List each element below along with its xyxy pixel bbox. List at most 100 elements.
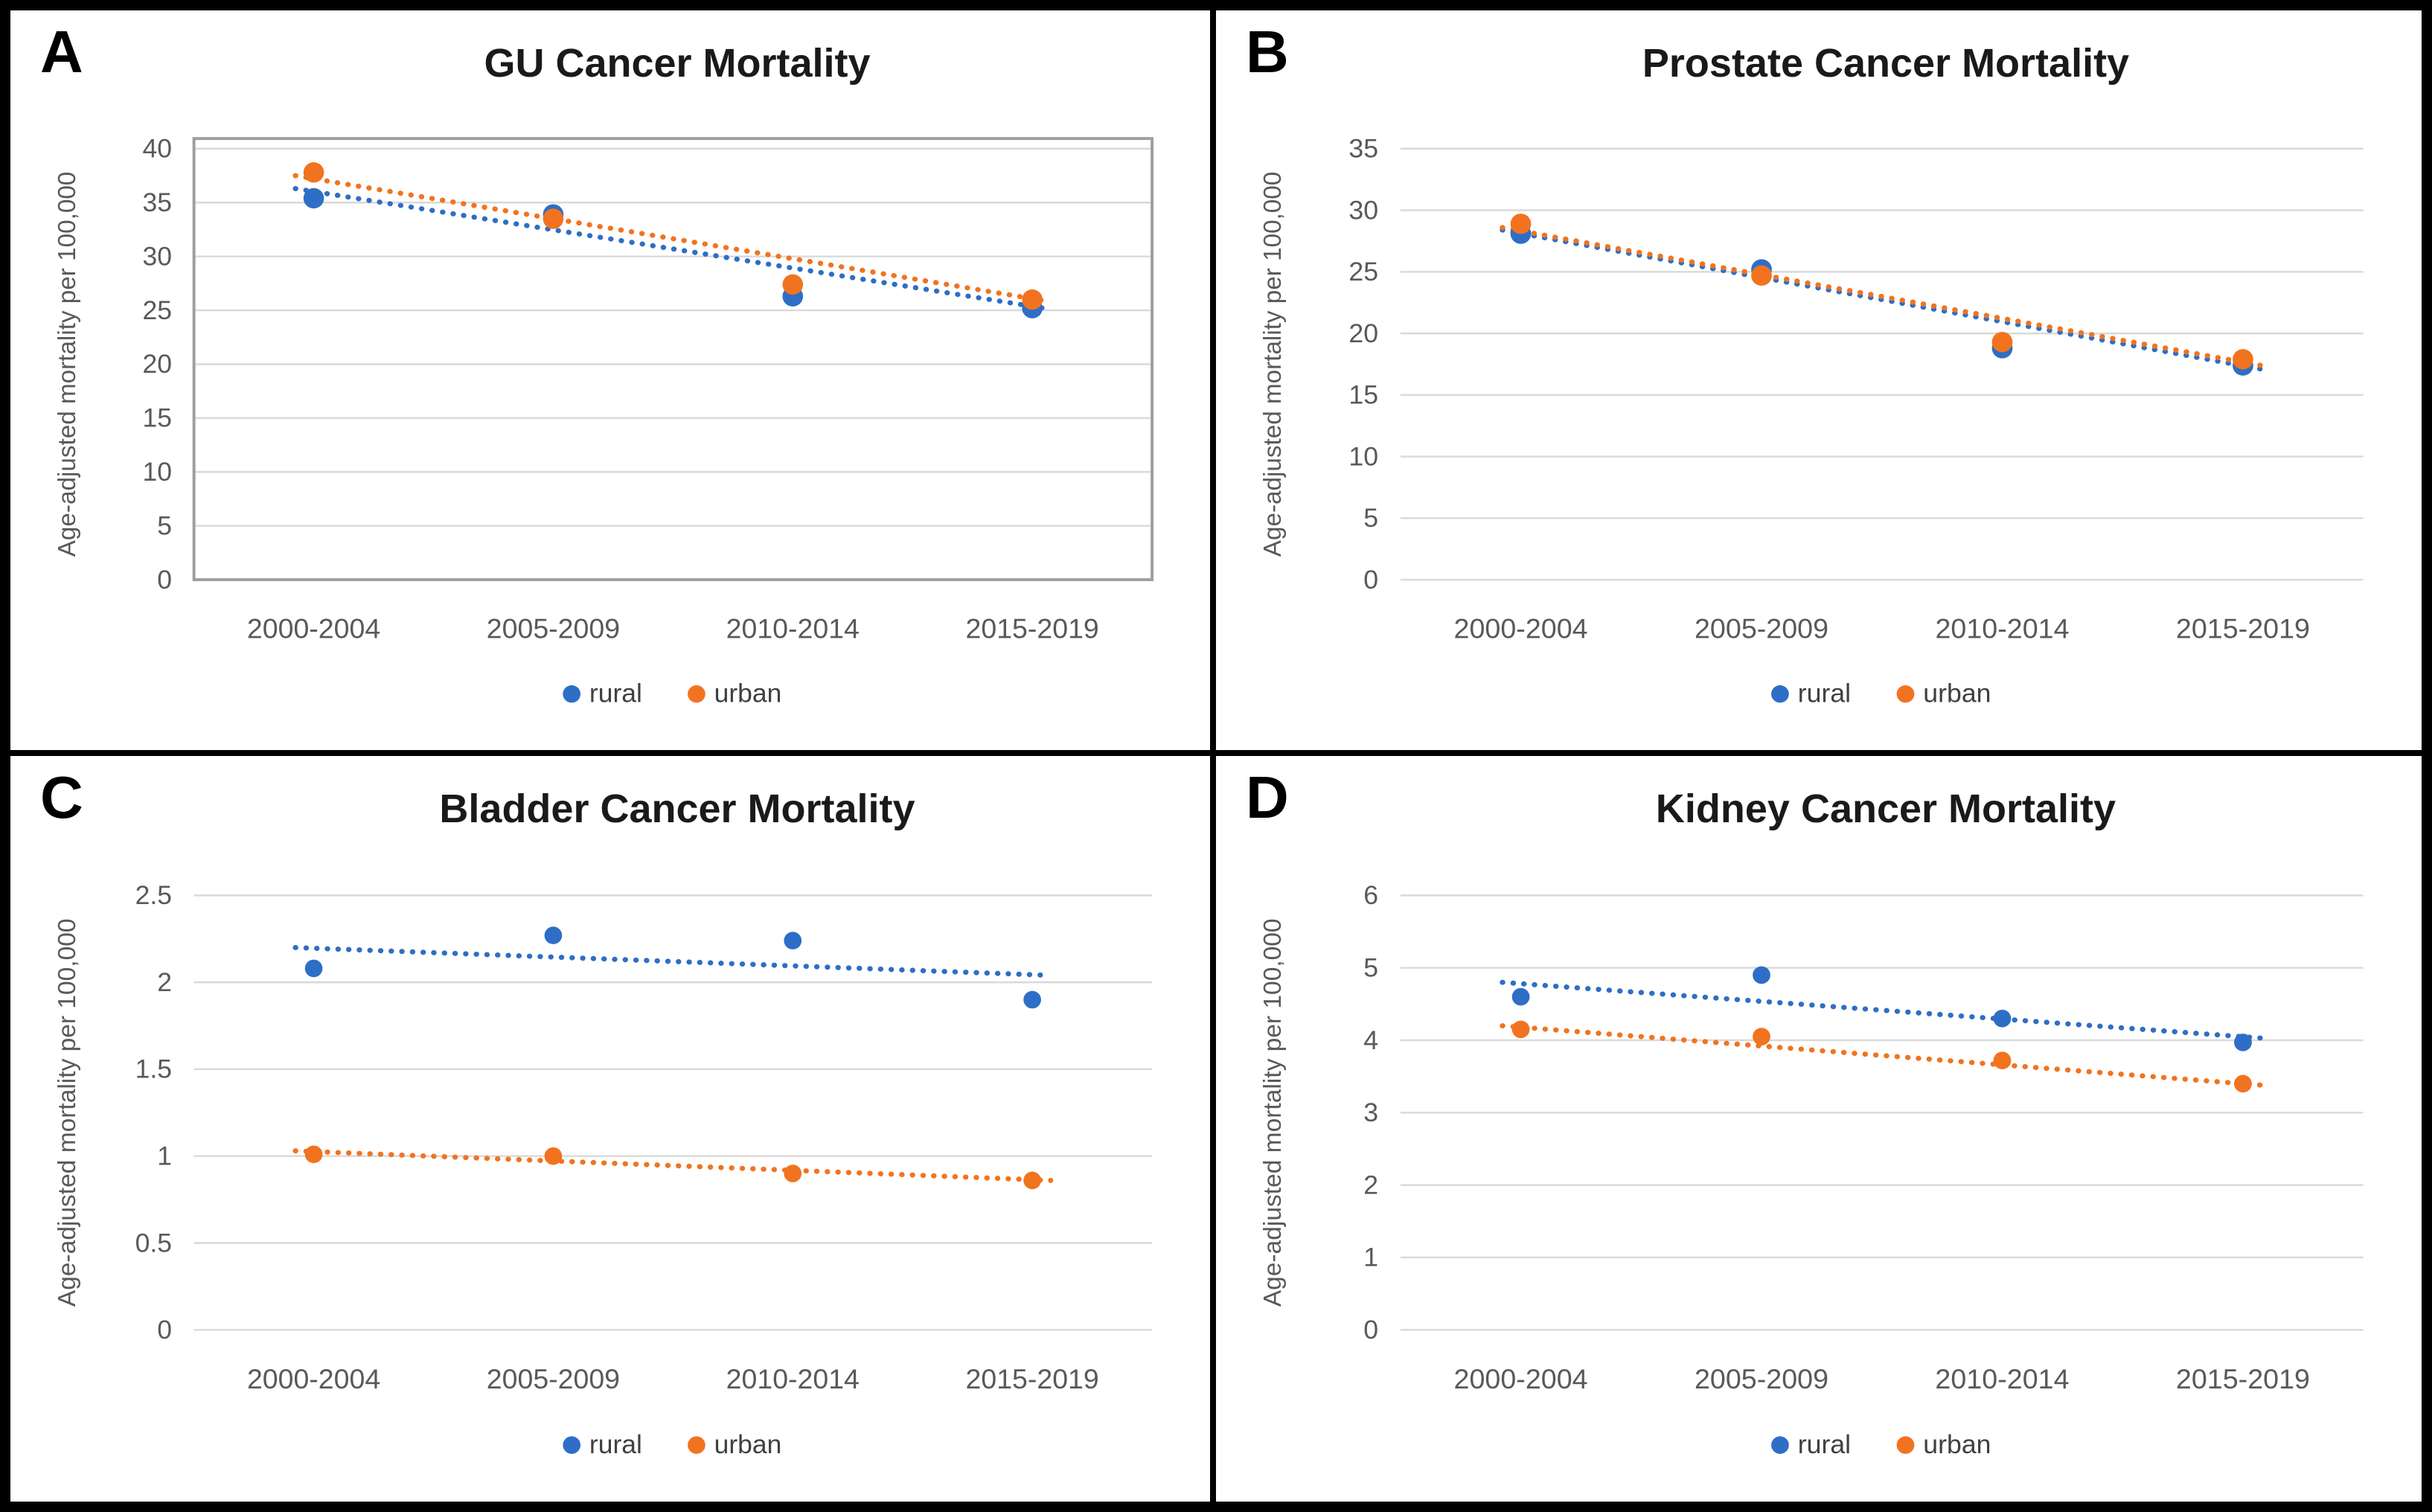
legend-label-urban: urban [1923,1429,1991,1459]
y-axis-label: Age-adjusted mortality per 100,000 [1259,172,1287,557]
legend-marker-rural-icon [563,685,581,703]
trendline-rural [292,186,1054,313]
x-category-label: 2015-2019 [2176,1363,2310,1394]
chart-title-b: Prostate Cancer Mortality [1642,41,2130,86]
x-category-label: 2000-2004 [1454,1363,1588,1394]
y-tick-label: 35 [1348,134,1378,164]
data-point-urban [304,1145,323,1164]
x-category-label: 2000-2004 [247,612,380,644]
y-tick-label: 0 [1363,565,1378,595]
y-tick-label: 1 [1363,1243,1378,1272]
data-point-urban [782,274,804,295]
data-point-rural [544,926,563,944]
x-category-label: 2005-2009 [1695,613,1828,644]
y-tick-label: 25 [143,296,173,325]
x-category-label: 2005-2009 [1695,1363,1828,1394]
panel-letter-b: B [1246,19,1289,85]
y-tick-label: 2.5 [135,880,172,910]
y-tick-label: 25 [1348,257,1378,286]
data-point-rural [303,188,324,209]
y-tick-label: 5 [1363,503,1378,533]
data-point-urban [1993,1051,2012,1070]
data-point-urban [544,1147,563,1165]
kidney-cancer-scatter-chart: 0 1 2 3 4 5 6 2000-2004 2005-2009 2010-2014 2015-2… [1259,880,2364,1459]
y-tick-label: 0.5 [135,1228,172,1258]
data-point-rural [1993,1009,2012,1028]
trendline-urban [292,1148,1054,1183]
x-category-label: 2000-2004 [1454,613,1588,644]
y-tick-label: 1 [157,1141,172,1171]
y-tick-label: 5 [157,512,172,541]
panel-a-gu-cancer: A GU Cancer Mortality 0 5 10 15 20 25 30 35 40 20… [10,10,1216,756]
data-point-urban [1753,1028,1770,1045]
x-category-label: 2000-2004 [247,1363,380,1394]
data-point-rural [1023,990,1041,1009]
x-category-label: 2015-2019 [966,1363,1099,1394]
trendline-rural [292,944,1054,978]
y-axis-label: Age-adjusted mortality per 100,000 [54,172,81,557]
data-point-rural [784,932,802,949]
legend-label-rural: rural [589,1429,642,1459]
panel-letter-a: A [40,19,83,85]
data-point-urban [784,1165,802,1182]
y-tick-label: 5 [1363,953,1378,983]
panel-d-kidney-cancer: D Kidney Cancer Mortality 0 1 2 3 4 5 6 2000-20… [1216,756,2422,1502]
y-tick-label: 20 [1348,318,1378,348]
trendline-rural [1500,227,2265,372]
data-point-urban [1511,1020,1530,1039]
data-point-urban [303,162,324,183]
data-point-urban [2233,349,2253,370]
x-category-label: 2005-2009 [487,1363,620,1394]
legend-marker-urban-icon [1896,685,1915,703]
legend-marker-rural-icon [1771,685,1789,703]
data-point-rural [1511,987,1530,1006]
bladder-cancer-scatter-chart: 0 0.5 1 1.5 2 2.5 2000-2004 2005-2009 2010-2014 2… [54,880,1153,1459]
legend-marker-rural-icon [1771,1436,1789,1454]
gu-cancer-scatter-chart: 0 5 10 15 20 25 30 35 40 2000-2004 2005-2009 2010-2… [54,135,1154,708]
data-point-rural [2234,1034,2252,1051]
plot-area-border [192,137,1154,582]
x-category-label: 2010-2014 [1935,613,2069,644]
data-point-urban [1991,331,2013,353]
x-category-label: 2010-2014 [1935,1363,2069,1394]
y-tick-label: 15 [1348,380,1378,410]
legend-marker-urban-icon [1896,1436,1915,1454]
x-category-label: 2015-2019 [966,612,1099,644]
prostate-cancer-scatter-chart: 0 5 10 15 20 25 30 35 2000-2004 2005-2009 2010-201… [1259,134,2364,708]
x-category-label: 2010-2014 [726,1363,860,1394]
legend-label-rural: rural [1798,1429,1851,1459]
y-tick-label: 2 [157,967,172,997]
legend-marker-urban-icon [688,1436,705,1454]
data-point-urban [2234,1074,2252,1093]
y-axis-label: Age-adjusted mortality per 100,000 [1259,918,1287,1307]
data-point-urban [543,208,564,229]
x-category-label: 2010-2014 [726,612,860,644]
panel-c-bladder-cancer: C Bladder Cancer Mortality 0 0.5 1 1.5 2 2.5 2… [10,756,1216,1502]
data-point-rural [1753,966,1770,984]
legend-label-urban: urban [714,1429,782,1459]
y-tick-label: 4 [1363,1025,1378,1055]
data-point-urban [1510,214,1532,234]
data-point-urban [1023,1171,1041,1190]
x-category-label: 2005-2009 [487,612,620,644]
legend-label-urban: urban [1923,679,1991,708]
legend-label-rural: rural [1798,679,1851,708]
panel-b-prostate-cancer: B Prostate Cancer Mortality 0 5 10 15 20 25 30… [1216,10,2422,756]
panel-letter-d: D [1246,764,1289,830]
y-tick-label: 2 [1363,1170,1378,1200]
chart-title-a: GU Cancer Mortality [484,41,871,86]
y-tick-label: 10 [1348,442,1378,472]
legend-label-urban: urban [714,679,782,708]
chart-title-d: Kidney Cancer Mortality [1655,787,2116,831]
legend-marker-urban-icon [688,685,705,703]
y-tick-label: 15 [143,404,173,433]
y-tick-label: 30 [1348,196,1378,225]
y-tick-label: 10 [143,458,173,487]
trendline-rural [1500,979,2265,1041]
y-tick-label: 35 [143,188,173,217]
legend-label-rural: rural [589,679,642,708]
y-tick-label: 0 [1363,1315,1378,1345]
x-category-label: 2015-2019 [2176,613,2310,644]
trendline-urban [1500,225,2265,368]
